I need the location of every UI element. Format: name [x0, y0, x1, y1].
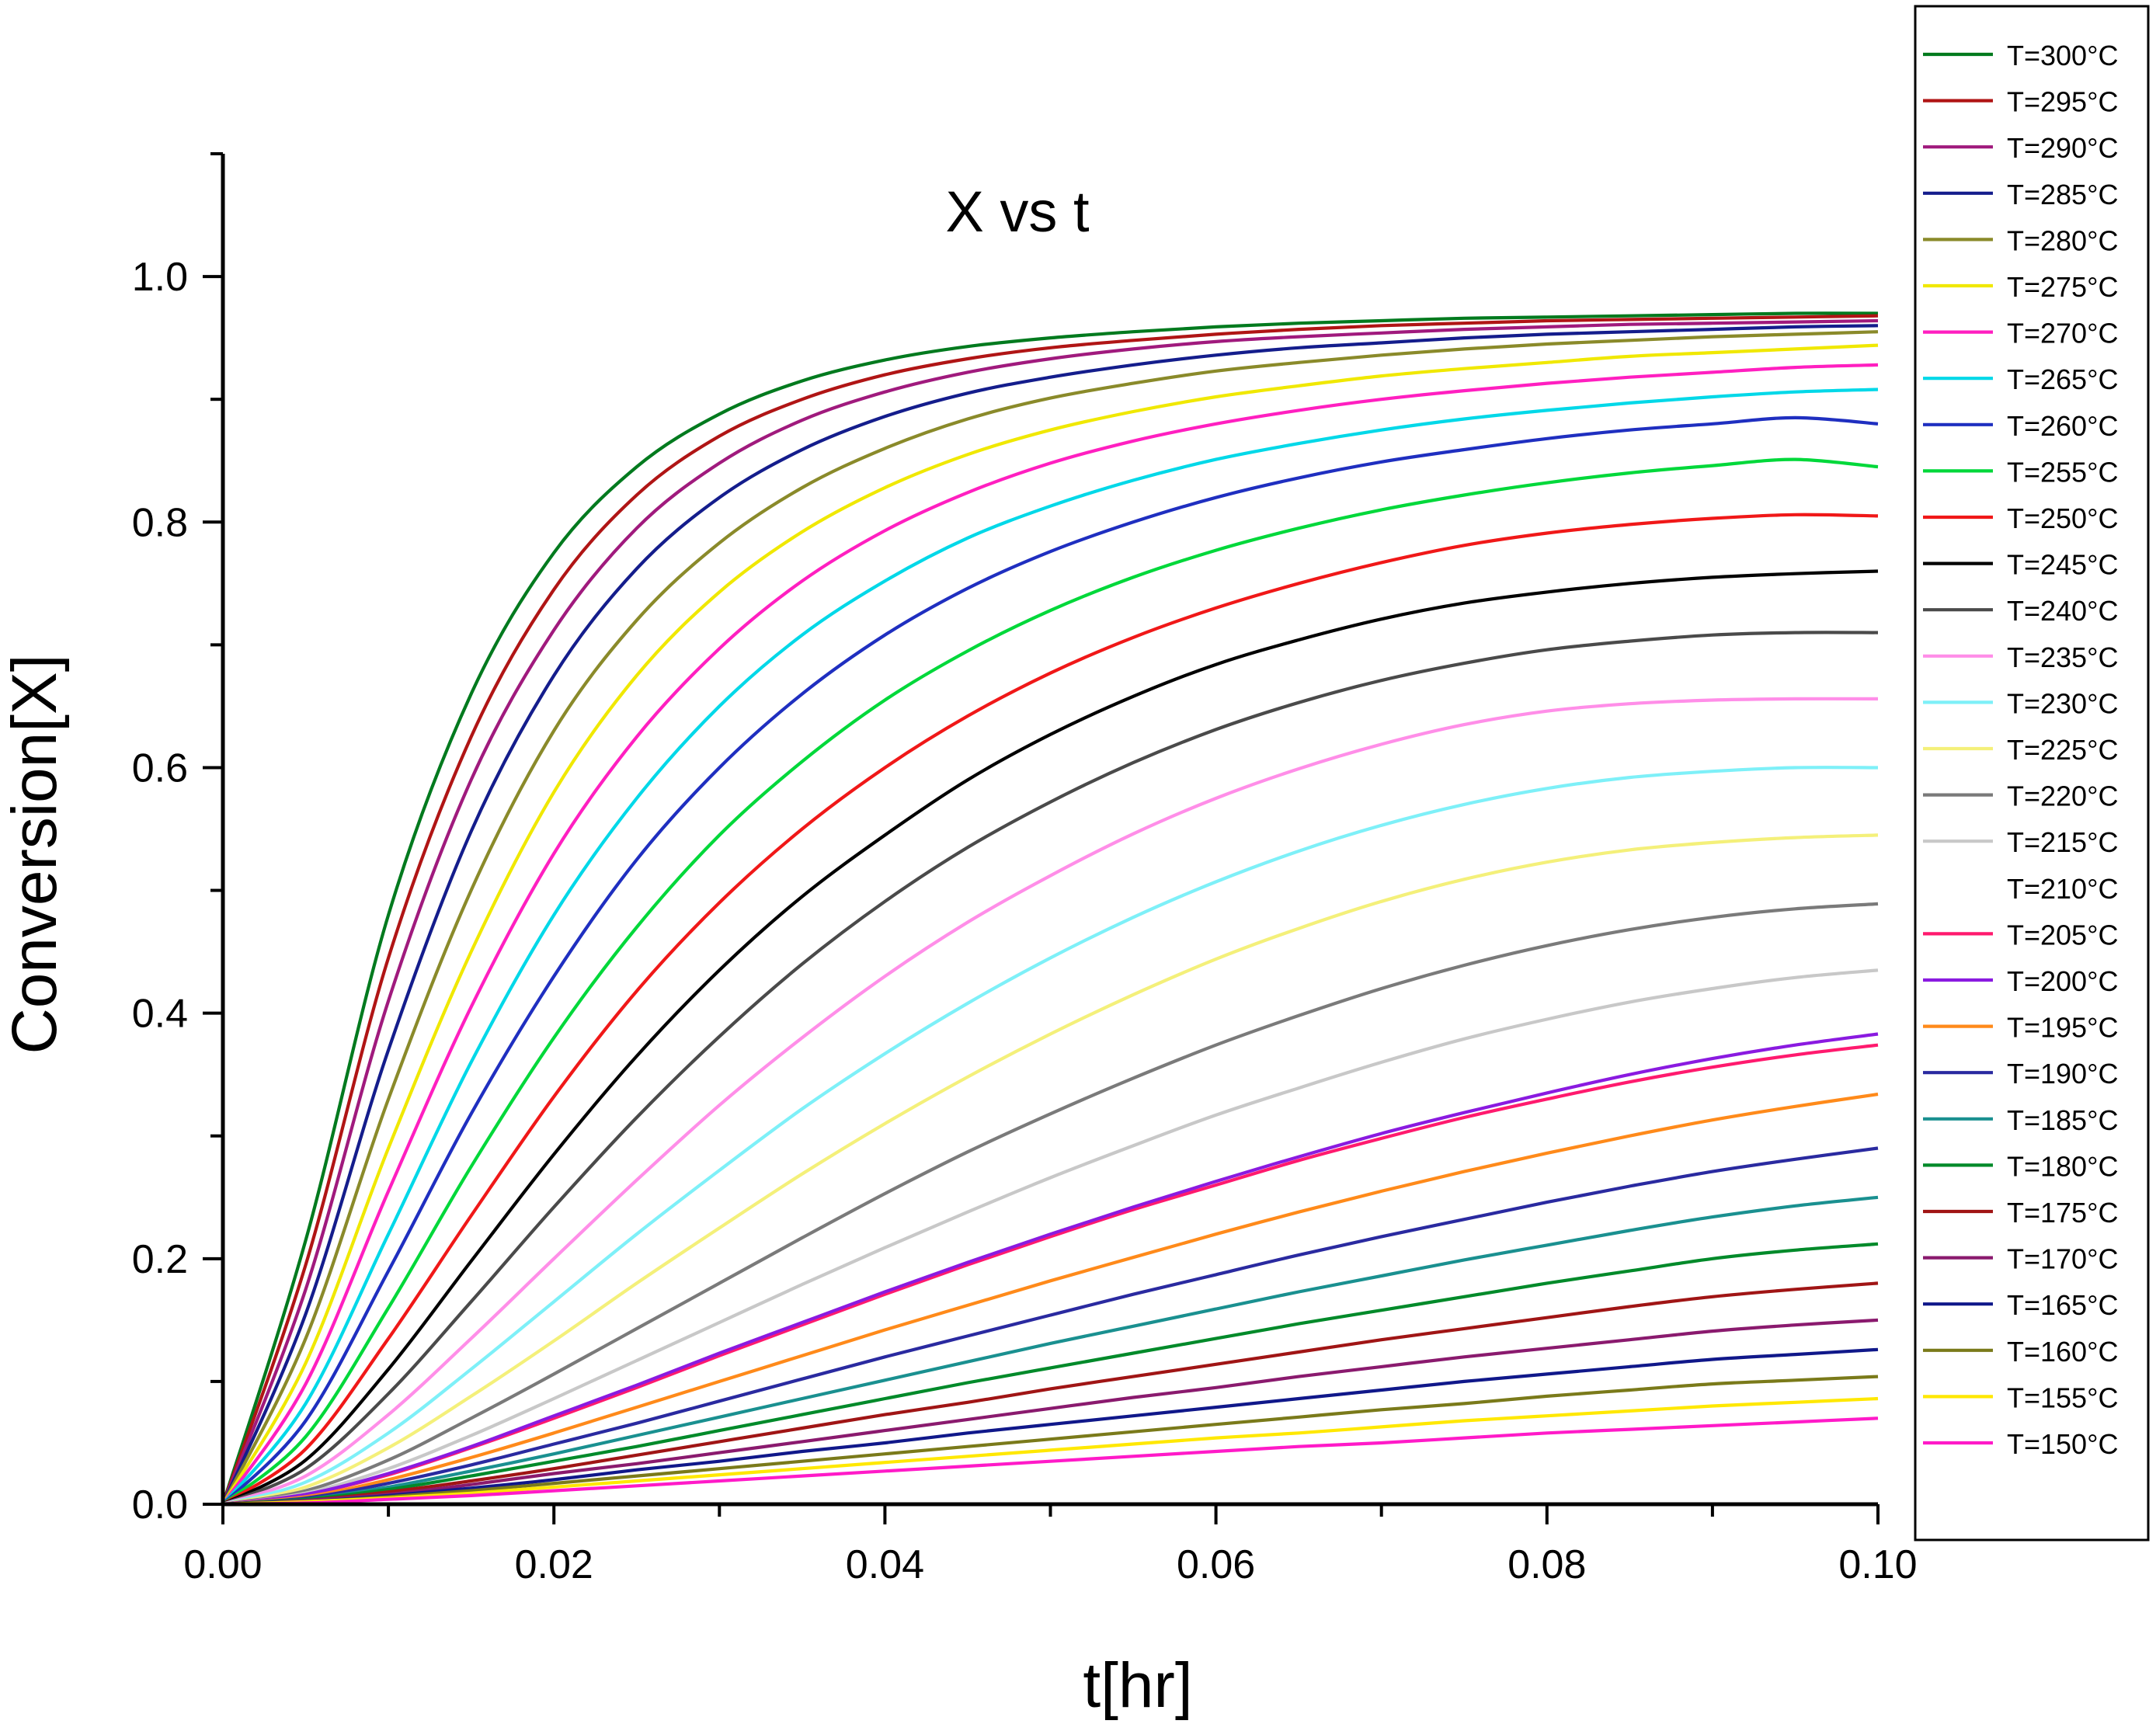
series-line-10: [221, 513, 1879, 1506]
legend-label-15: T=225°C: [2007, 734, 2118, 766]
y-axis-label: Conversion[X]: [0, 654, 70, 1054]
series-line-25: [222, 1281, 1879, 1507]
legend-label-21: T=195°C: [2007, 1012, 2118, 1044]
legend-label-11: T=245°C: [2007, 549, 2118, 581]
series-line-18: [222, 1028, 1879, 1507]
legend-label-14: T=230°C: [2007, 687, 2118, 719]
series-line-27: [222, 1347, 1879, 1507]
legend-label-18: T=210°C: [2007, 873, 2118, 905]
legend-label-5: T=275°C: [2007, 271, 2118, 303]
legend-label-16: T=220°C: [2007, 780, 2118, 812]
legend-label-22: T=190°C: [2007, 1058, 2118, 1090]
series-line-23: [222, 1195, 1879, 1507]
x-tick-label: 0.02: [515, 1542, 593, 1587]
legend-label-4: T=280°C: [2007, 224, 2118, 256]
series-line-4: [221, 330, 1879, 1505]
series-line-1: [221, 314, 1879, 1505]
legend-box: [1914, 5, 2150, 1542]
x-tick-label: 0.10: [1838, 1542, 1917, 1587]
chart-title: X vs t: [945, 179, 1089, 244]
y-tick-label: 0.4: [132, 992, 188, 1037]
series-line-12: [222, 631, 1879, 1506]
series-line-16: [222, 902, 1879, 1507]
legend-label-19: T=205°C: [2007, 919, 2118, 951]
legend-label-1: T=295°C: [2007, 86, 2118, 118]
legend-label-29: T=155°C: [2007, 1382, 2118, 1413]
legend-label-10: T=250°C: [2007, 502, 2118, 534]
series-line-14: [222, 766, 1879, 1507]
legend-label-27: T=165°C: [2007, 1289, 2118, 1321]
legend-label-23: T=185°C: [2007, 1104, 2118, 1136]
x-tick-label: 0.08: [1507, 1542, 1586, 1587]
axes: 0.00 0.02 0.04 0.06 0.08 0.10 0.0 0.2 0.4 0.6 0.8 1…: [132, 152, 1918, 1587]
series-line-6: [221, 363, 1879, 1506]
series-line-17: [222, 968, 1879, 1507]
legend-label-24: T=180°C: [2007, 1150, 2118, 1182]
series-line-13: [222, 697, 1879, 1506]
series-line-5: [221, 343, 1879, 1506]
series-line-7: [221, 388, 1879, 1506]
series-line-24: [222, 1242, 1879, 1507]
x-axis-label: t[hr]: [1083, 1650, 1192, 1721]
series-line-30: [222, 1416, 1879, 1507]
series-line-28: [222, 1375, 1879, 1507]
series-line-22: [222, 1146, 1879, 1507]
legend-label-25: T=175°C: [2007, 1197, 2118, 1229]
y-tick-label: 0.2: [132, 1237, 188, 1282]
legend-label-9: T=255°C: [2007, 456, 2118, 488]
legend-label-6: T=270°C: [2007, 318, 2118, 349]
legend-label-7: T=265°C: [2007, 363, 2118, 395]
legend-label-3: T=285°C: [2007, 179, 2118, 210]
series-line-20: [222, 1032, 1879, 1507]
legend-label-30: T=150°C: [2007, 1428, 2118, 1460]
x-tick-label: 0.04: [846, 1542, 924, 1587]
legend-label-12: T=240°C: [2007, 595, 2118, 627]
legend-label-2: T=290°C: [2007, 132, 2118, 164]
x-tick-label: 0.00: [183, 1542, 262, 1587]
legend-label-0: T=300°C: [2007, 40, 2118, 71]
legend-label-13: T=235°C: [2007, 641, 2118, 673]
legend-label-26: T=170°C: [2007, 1243, 2118, 1275]
series-line-9: [221, 457, 1879, 1506]
series-line-29: [222, 1396, 1879, 1507]
y-tick-label: 0.0: [132, 1482, 188, 1528]
series-line-15: [222, 833, 1879, 1507]
y-tick-label: 0.8: [132, 500, 188, 545]
legend-label-28: T=160°C: [2007, 1336, 2118, 1368]
y-tick-label: 0.6: [132, 746, 188, 791]
series-line-8: [221, 415, 1879, 1506]
legend-label-20: T=200°C: [2007, 965, 2118, 997]
legend-label-8: T=260°C: [2007, 410, 2118, 442]
series-line-3: [221, 324, 1879, 1505]
y-tick-label: 1.0: [132, 255, 188, 300]
series-line-2: [221, 318, 1879, 1505]
legend: T=300°C T=295°C T=290°C T=285°C T=280°C T=275…: [1914, 5, 2150, 1542]
series-lines: [221, 311, 1879, 1507]
series-line-21: [222, 1092, 1879, 1507]
series-line-11: [222, 569, 1879, 1506]
legend-label-17: T=215°C: [2007, 826, 2118, 858]
series-line-0: [221, 311, 1879, 1505]
series-line-26: [222, 1318, 1879, 1507]
x-tick-label: 0.06: [1177, 1542, 1255, 1587]
